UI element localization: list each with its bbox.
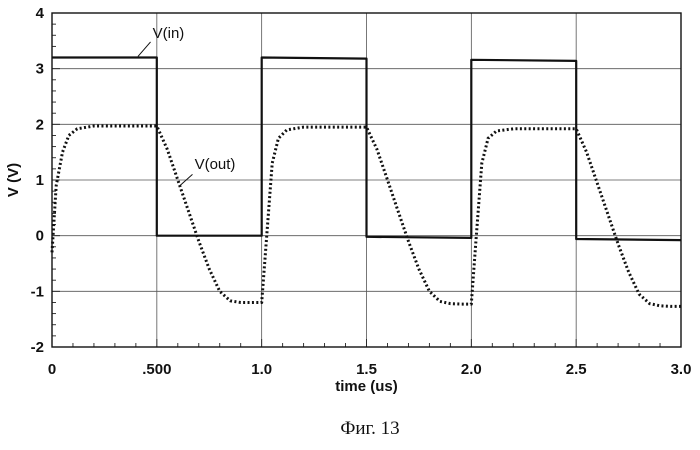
series-annotation: V(in) <box>153 25 185 42</box>
x-axis-title: time (us) <box>335 378 398 395</box>
x-tick-label: 2.5 <box>566 361 587 378</box>
y-axis-title: V (V) <box>5 163 22 197</box>
x-tick-label: 1.5 <box>356 361 377 378</box>
x-tick-label: 2.0 <box>461 361 482 378</box>
figure-caption: Фиг. 13 <box>0 418 700 440</box>
annotations: V(in) V(out) <box>138 25 235 186</box>
tick-labels: 0 .500 1.0 1.5 2.0 2.5 3.0 -2 -1 0 1 2 3 4 <box>31 5 692 378</box>
x-tick-label: .500 <box>142 361 171 378</box>
series-line-vin <box>52 58 681 241</box>
x-tick-label: 3.0 <box>671 361 692 378</box>
series-annotation: V(out) <box>195 156 236 173</box>
y-tick-label: 2 <box>36 116 44 133</box>
y-tick-label: 1 <box>36 172 44 189</box>
chart: 0 .500 1.0 1.5 2.0 2.5 3.0 -2 -1 0 1 2 3 4 V(in) V(out… <box>0 0 700 400</box>
y-tick-label: 3 <box>36 61 44 78</box>
y-tick-label: -2 <box>31 339 44 356</box>
annotation-leader <box>138 42 151 56</box>
x-tick-label: 0 <box>48 361 56 378</box>
y-tick-label: -1 <box>31 283 44 300</box>
x-tick-label: 1.0 <box>251 361 272 378</box>
y-tick-label: 0 <box>36 228 44 245</box>
y-tick-label: 4 <box>36 5 45 22</box>
